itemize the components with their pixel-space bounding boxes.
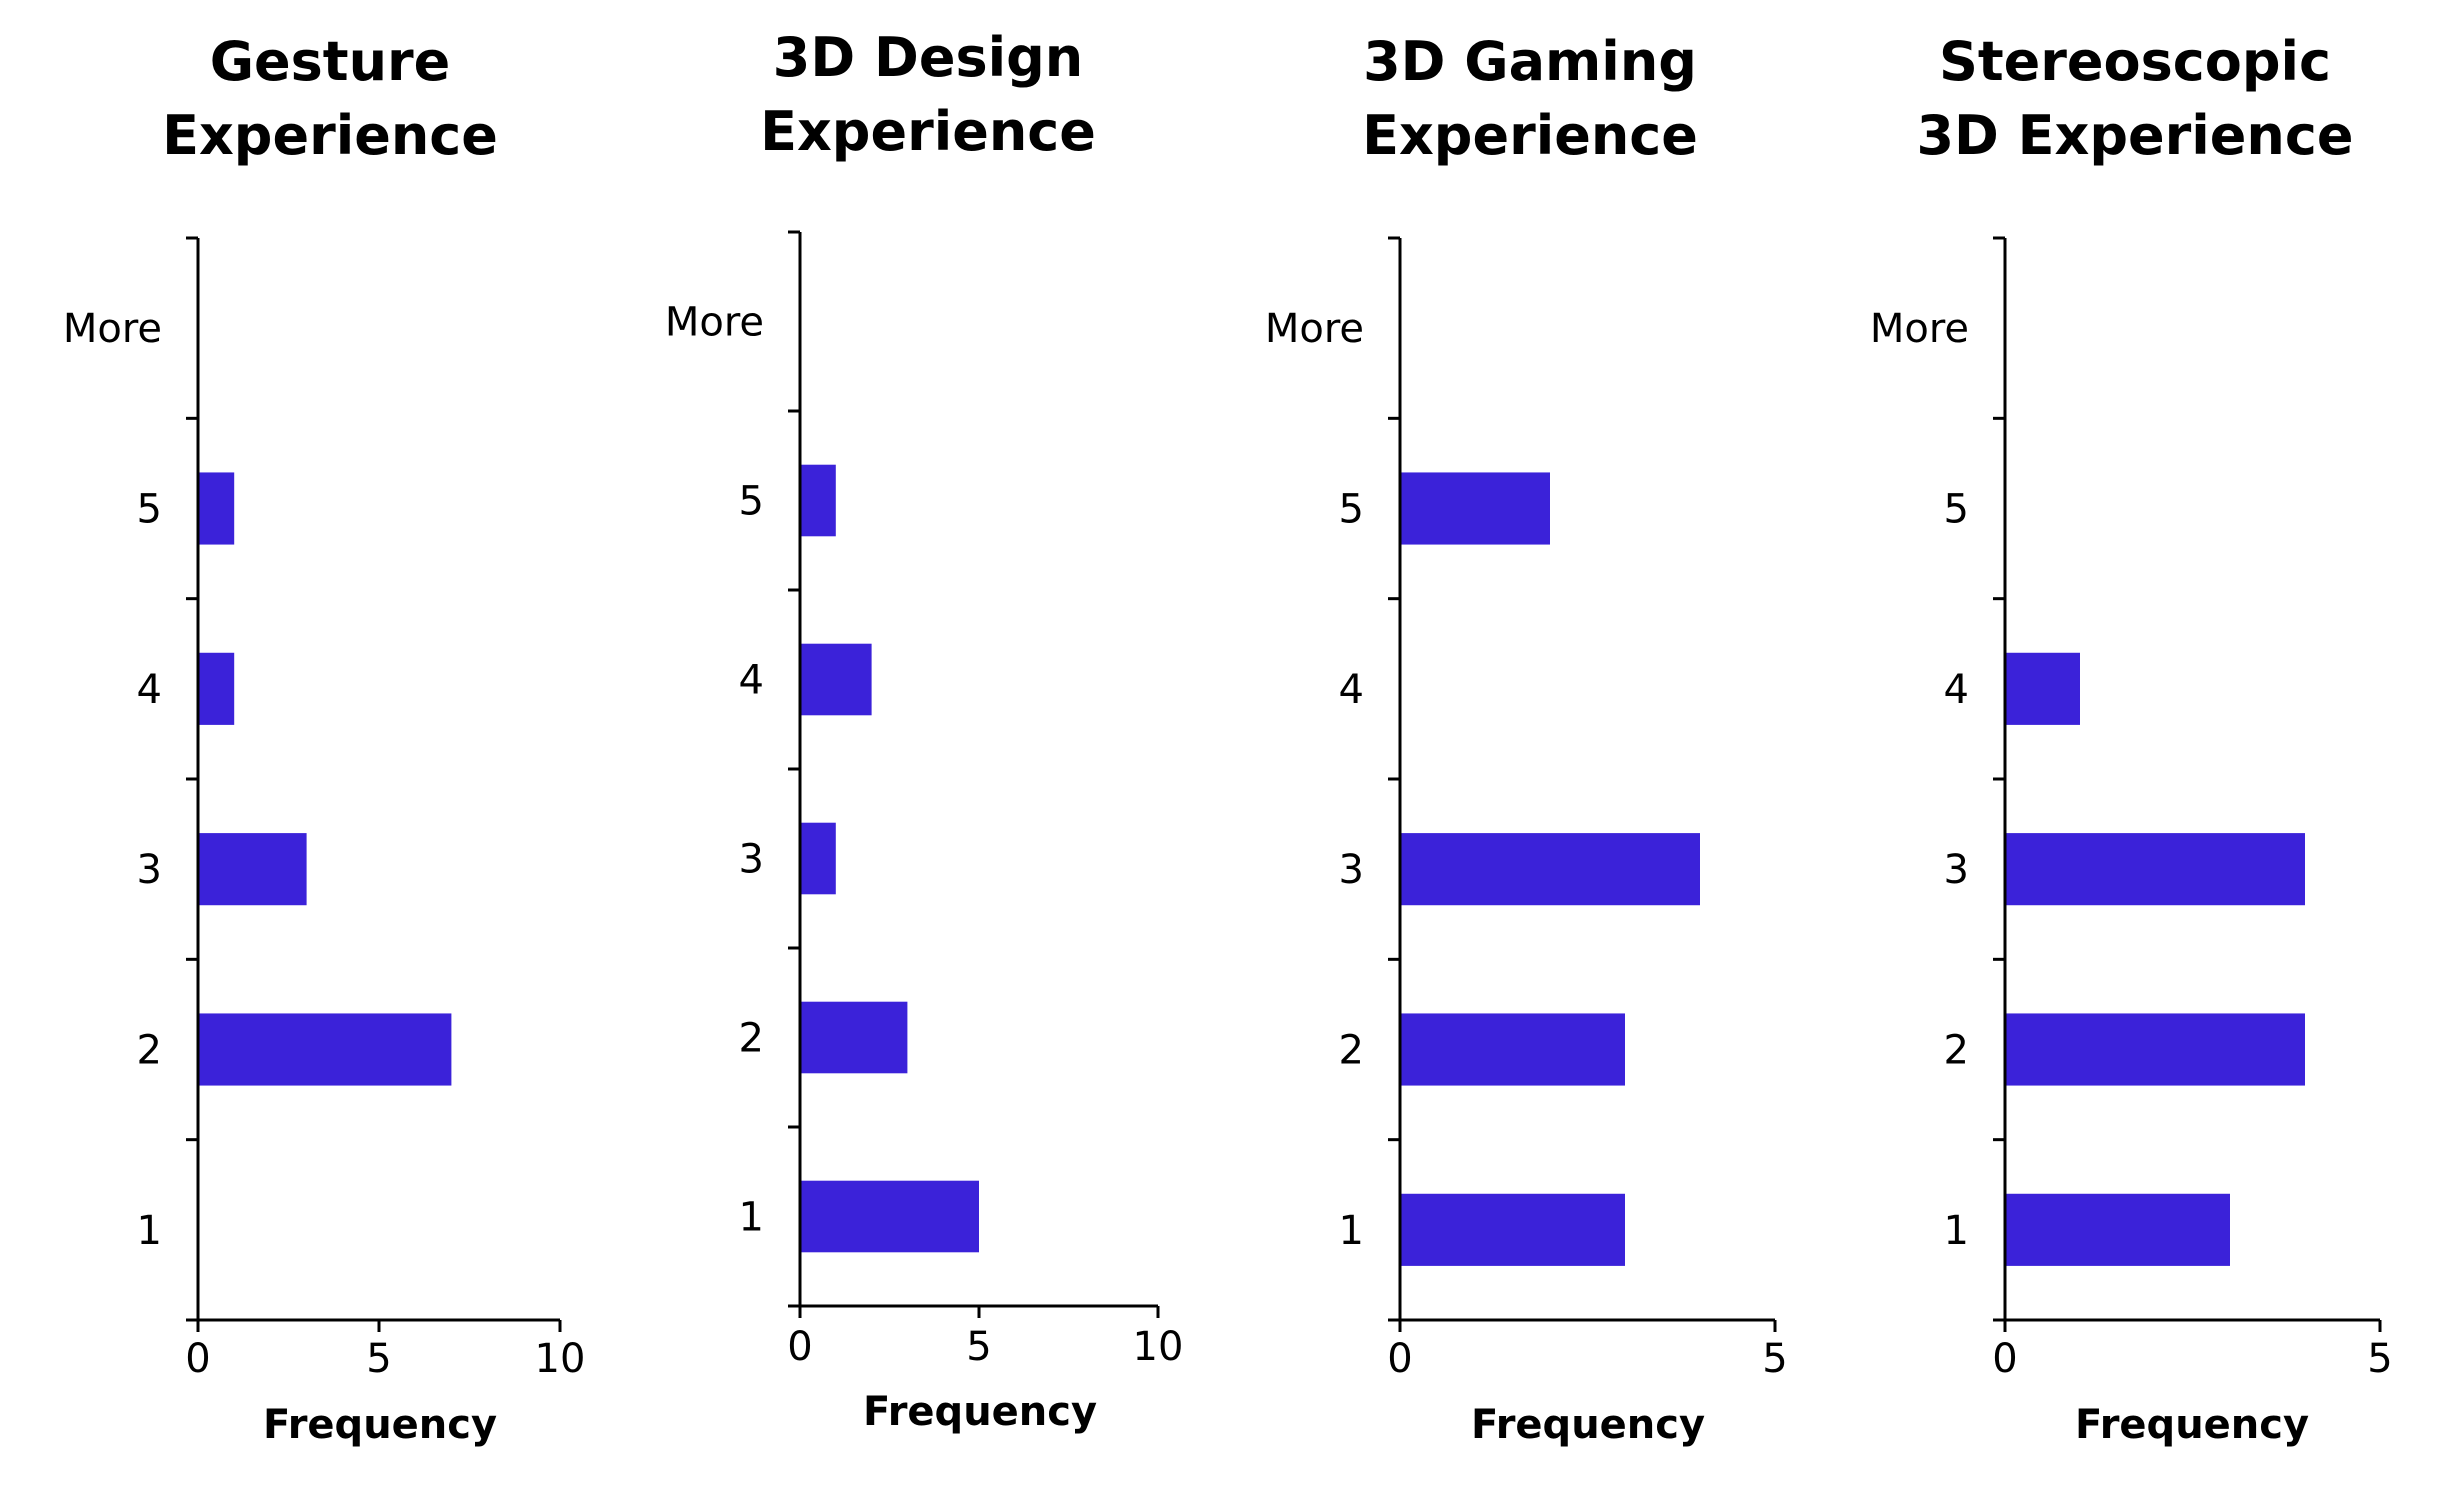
bar-2 bbox=[198, 1013, 452, 1086]
chart-title-line-2: 3D Experience bbox=[1916, 104, 2353, 167]
x-axis-label: Frequency bbox=[263, 1402, 497, 1448]
bar-1 bbox=[2005, 1193, 2230, 1266]
y-tick-label-5: 5 bbox=[1944, 487, 1969, 533]
y-tick-label-2: 2 bbox=[1944, 1028, 1969, 1074]
x-tick-label-5: 5 bbox=[366, 1336, 391, 1382]
x-tick-label-5: 5 bbox=[1762, 1336, 1787, 1382]
y-tick-label-more: More bbox=[63, 306, 162, 352]
y-tick-label-4: 4 bbox=[137, 667, 162, 713]
bar-4 bbox=[800, 643, 872, 716]
y-tick-label-more: More bbox=[1265, 306, 1364, 352]
y-tick-label-1: 1 bbox=[1944, 1208, 1969, 1254]
x-tick-label-10: 10 bbox=[535, 1336, 586, 1382]
chart-title-line-1: 3D Design bbox=[773, 26, 1083, 89]
bar-1 bbox=[800, 1180, 979, 1253]
bar-4 bbox=[198, 652, 235, 725]
chart-panel-2: 3D Design Experience 1 2 3 4 5 More 0 5 10 Frequenc… bbox=[665, 26, 1184, 1435]
x-tick-label-0: 0 bbox=[1387, 1336, 1412, 1382]
bar-3 bbox=[800, 822, 836, 895]
bar-1 bbox=[1400, 1193, 1625, 1266]
y-tick-label-2: 2 bbox=[137, 1028, 162, 1074]
y-tick-label-2: 2 bbox=[1339, 1028, 1364, 1074]
y-tick-label-3: 3 bbox=[739, 837, 764, 883]
y-tick-label-5: 5 bbox=[739, 479, 764, 525]
bar-4 bbox=[2005, 652, 2080, 725]
y-tick-label-4: 4 bbox=[1944, 667, 1969, 713]
bar-5 bbox=[800, 464, 836, 537]
y-tick-label-1: 1 bbox=[137, 1208, 162, 1254]
bar-5 bbox=[1400, 472, 1550, 545]
y-tick-label-4: 4 bbox=[739, 658, 764, 704]
x-tick-label-0: 0 bbox=[1992, 1336, 2017, 1382]
chart-title-line-1: Stereoscopic bbox=[1939, 30, 2331, 93]
bar-3 bbox=[1400, 833, 1700, 906]
x-axis-label: Frequency bbox=[863, 1389, 1097, 1435]
chart-title-line-2: Experience bbox=[760, 100, 1096, 163]
y-tick-label-4: 4 bbox=[1339, 667, 1364, 713]
y-tick-label-1: 1 bbox=[739, 1195, 764, 1241]
bar-5 bbox=[198, 472, 235, 545]
y-tick-label-1: 1 bbox=[1339, 1208, 1364, 1254]
y-tick-label-3: 3 bbox=[137, 847, 162, 893]
y-tick-label-5: 5 bbox=[137, 487, 162, 533]
x-tick-label-0: 0 bbox=[787, 1324, 812, 1370]
y-tick-label-more: More bbox=[665, 300, 764, 346]
bar-2 bbox=[800, 1001, 908, 1074]
x-axis-label: Frequency bbox=[2075, 1402, 2309, 1448]
x-tick-label-5: 5 bbox=[2367, 1336, 2392, 1382]
y-tick-label-3: 3 bbox=[1944, 847, 1969, 893]
y-tick-label-2: 2 bbox=[739, 1016, 764, 1062]
chart-title-line-2: Experience bbox=[1362, 104, 1698, 167]
y-tick-label-more: More bbox=[1870, 306, 1969, 352]
chart-title-line-1: Gesture bbox=[210, 30, 451, 93]
chart-panel-4: Stereoscopic 3D Experience 1 2 3 4 5 More 0 5 Freq… bbox=[1870, 30, 2393, 1448]
y-tick-label-3: 3 bbox=[1339, 847, 1364, 893]
x-tick-label-10: 10 bbox=[1133, 1324, 1184, 1370]
chart-panel-3: 3D Gaming Experience 1 2 3 4 5 More 0 5 Frequency bbox=[1265, 30, 1788, 1448]
chart-panel-1: Gesture Experience 1 2 3 4 5 More 0 5 10 Frequency bbox=[63, 30, 586, 1448]
x-tick-label-5: 5 bbox=[966, 1324, 991, 1370]
bar-3 bbox=[198, 833, 307, 906]
y-tick-label-5: 5 bbox=[1339, 487, 1364, 533]
x-tick-label-0: 0 bbox=[185, 1336, 210, 1382]
chart-title-line-2: Experience bbox=[162, 104, 498, 167]
bar-3 bbox=[2005, 833, 2305, 906]
bar-2 bbox=[1400, 1013, 1625, 1086]
bar-2 bbox=[2005, 1013, 2305, 1086]
chart-title-line-1: 3D Gaming bbox=[1363, 30, 1697, 93]
x-axis-label: Frequency bbox=[1471, 1402, 1705, 1448]
